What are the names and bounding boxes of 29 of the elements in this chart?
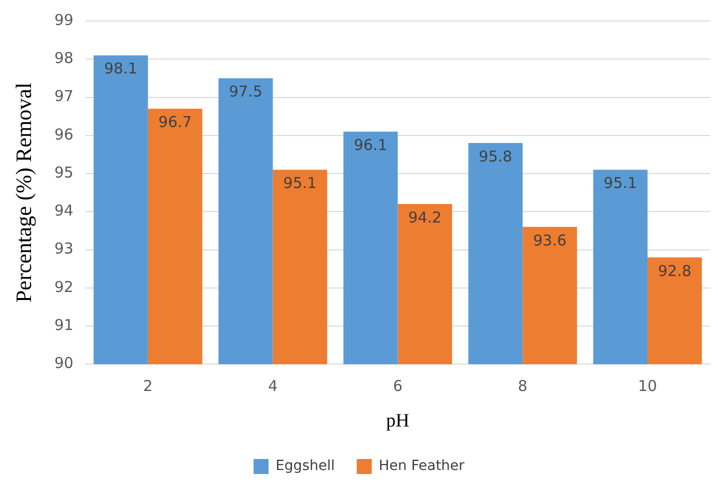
data-label: 94.2 <box>408 208 442 226</box>
data-label: 95.1 <box>283 174 317 192</box>
data-label: 92.8 <box>658 262 692 280</box>
y-tick-label: 95 <box>54 163 74 182</box>
data-label: 95.8 <box>478 147 512 166</box>
x-tick-label: 4 <box>268 377 278 396</box>
y-axis-title: Percentage (%) Removal <box>10 82 36 303</box>
y-tick-label: 90 <box>54 354 74 372</box>
y-tick-label: 93 <box>54 240 74 258</box>
y-tick-label: 96 <box>54 125 74 144</box>
legend-label: Eggshell <box>276 458 335 474</box>
x-axis-title: pH <box>386 410 410 432</box>
data-label: 95.1 <box>604 174 638 192</box>
data-label: 93.6 <box>533 231 567 250</box>
data-label: 98.1 <box>104 60 138 78</box>
x-tick-label: 6 <box>392 377 403 396</box>
legend-label: Hen Feather <box>378 458 465 474</box>
data-label: 96.7 <box>158 113 192 132</box>
y-tick-label: 99 <box>54 10 74 29</box>
data-label: 96.1 <box>354 136 388 154</box>
y-tick-label: 92 <box>54 278 74 296</box>
y-tick-label: 98 <box>54 49 74 68</box>
y-tick-label: 94 <box>54 202 74 220</box>
x-tick-label: 2 <box>143 377 153 396</box>
y-tick-label: 91 <box>54 316 74 334</box>
y-tick-label: 97 <box>54 87 74 106</box>
x-tick-label: 10 <box>638 377 658 396</box>
x-tick-label: 8 <box>518 377 528 396</box>
data-label: 97.5 <box>228 82 262 101</box>
